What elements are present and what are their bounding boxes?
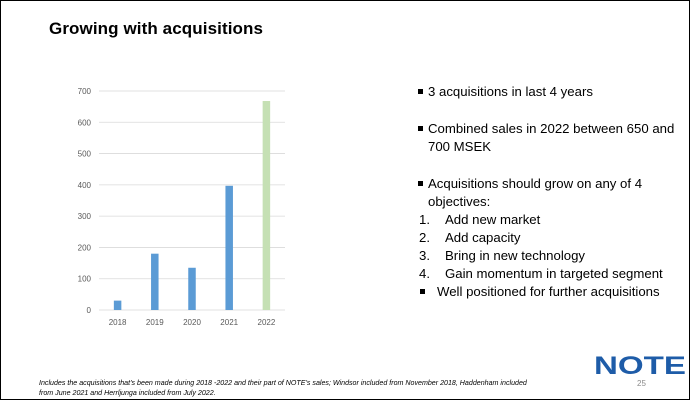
objective-text: Gain momentum in targeted segment xyxy=(445,266,663,281)
slide-title: Growing with acquisitions xyxy=(49,19,264,38)
bullet-item: Well positioned for further acquisitions xyxy=(415,283,685,301)
bar-2021 xyxy=(225,185,233,310)
y-tick-label: 700 xyxy=(78,87,92,96)
objective-number: 2. xyxy=(419,230,430,245)
logo-wordmark: NOTE xyxy=(594,353,686,377)
bullet-square-icon xyxy=(420,289,425,294)
x-tick-label: 2022 xyxy=(258,318,276,327)
chart-x-axis: 2018 2019 2020 2021 2022 xyxy=(109,318,276,327)
bullet-text: Combined sales in 2022 between 650 and 7… xyxy=(428,121,675,154)
bar-2018 xyxy=(113,300,122,310)
y-tick-label: 200 xyxy=(78,243,92,252)
objective-item: 4. Gain momentum in targeted segment xyxy=(415,265,685,283)
bullet-list: 3 acquisitions in last 4 years Combined … xyxy=(415,83,685,301)
objective-item: 1. Add new market xyxy=(415,211,685,229)
bar-2020 xyxy=(188,267,196,310)
y-tick-label: 400 xyxy=(78,181,92,190)
x-tick-label: 2021 xyxy=(220,318,238,327)
x-tick-label: 2020 xyxy=(183,318,201,327)
objective-text: Add capacity xyxy=(445,230,521,245)
bullet-square-icon xyxy=(418,89,423,94)
y-tick-label: 0 xyxy=(87,306,92,315)
bar-2019 xyxy=(151,253,159,310)
bullet-text: Well positioned for further acquisitions xyxy=(437,284,660,299)
objective-item: 2. Add capacity xyxy=(415,229,685,247)
bullet-item: Combined sales in 2022 between 650 and 7… xyxy=(415,120,685,156)
page-number: 25 xyxy=(637,379,646,388)
bullet-square-icon xyxy=(418,181,423,186)
objective-number: 3. xyxy=(419,248,430,263)
x-tick-label: 2018 xyxy=(109,318,127,327)
bar-2022 xyxy=(262,101,271,310)
objective-text: Add new market xyxy=(445,212,541,227)
objective-text: Bring in new technology xyxy=(445,248,586,263)
chart-y-axis: 0 100 200 300 400 500 600 700 xyxy=(78,87,92,315)
objective-number: 1. xyxy=(419,212,430,227)
chart-gridlines xyxy=(99,90,285,311)
y-tick-label: 300 xyxy=(78,212,92,221)
chart-bars xyxy=(113,101,271,310)
x-tick-label: 2019 xyxy=(146,318,164,327)
objective-item: 3. Bring in new technology xyxy=(415,247,685,265)
y-tick-label: 500 xyxy=(78,150,92,159)
bullet-item: 3 acquisitions in last 4 years xyxy=(415,83,685,101)
objective-number: 4. xyxy=(419,266,430,281)
bullet-item: Acquisitions should grow on any of 4 obj… xyxy=(415,175,685,211)
y-tick-label: 600 xyxy=(78,118,92,127)
bullet-text: Acquisitions should grow on any of 4 obj… xyxy=(428,176,643,209)
bullet-text: 3 acquisitions in last 4 years xyxy=(428,84,593,99)
y-tick-label: 100 xyxy=(78,275,92,284)
footnote: Includes the acquisitions that’s been ma… xyxy=(39,379,527,397)
bullet-square-icon xyxy=(418,126,423,131)
note-logo: NOTE xyxy=(594,353,686,377)
